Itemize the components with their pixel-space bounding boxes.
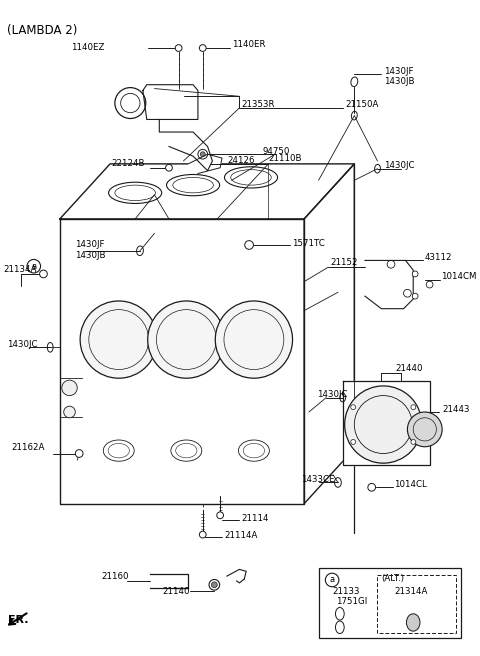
Text: 21440: 21440 xyxy=(396,364,423,373)
Circle shape xyxy=(368,483,375,491)
Bar xyxy=(319,568,461,638)
Circle shape xyxy=(345,386,422,463)
Circle shape xyxy=(245,241,253,249)
Text: 1751GI: 1751GI xyxy=(336,597,367,605)
Text: 21314A: 21314A xyxy=(394,587,427,596)
Text: 24126: 24126 xyxy=(228,157,255,165)
Text: 21162A: 21162A xyxy=(12,443,45,452)
Polygon shape xyxy=(188,154,222,174)
Circle shape xyxy=(408,412,442,447)
Text: 94750: 94750 xyxy=(263,147,290,156)
Polygon shape xyxy=(343,381,430,465)
Text: 21160: 21160 xyxy=(101,571,129,581)
Circle shape xyxy=(39,270,48,277)
Text: FR.: FR. xyxy=(8,615,28,625)
Text: 1433CE: 1433CE xyxy=(301,475,335,484)
Bar xyxy=(376,575,456,633)
Circle shape xyxy=(198,150,207,159)
Ellipse shape xyxy=(407,614,420,631)
Text: 1430JC: 1430JC xyxy=(7,340,37,349)
Text: 1140EZ: 1140EZ xyxy=(71,43,104,52)
Circle shape xyxy=(209,579,220,590)
Circle shape xyxy=(27,260,40,273)
Text: a: a xyxy=(31,262,36,271)
Text: 21134A: 21134A xyxy=(3,264,36,274)
Text: 1430JF: 1430JF xyxy=(384,67,414,75)
Circle shape xyxy=(64,406,75,418)
Circle shape xyxy=(80,301,157,379)
Circle shape xyxy=(325,573,339,586)
Circle shape xyxy=(211,582,217,588)
Circle shape xyxy=(411,405,416,409)
Circle shape xyxy=(175,45,182,51)
Circle shape xyxy=(351,405,356,409)
Text: 1430JC: 1430JC xyxy=(384,161,415,171)
Text: 1430JC: 1430JC xyxy=(317,390,347,399)
Circle shape xyxy=(166,165,172,171)
Text: 1430JF: 1430JF xyxy=(75,241,105,249)
Text: 43112: 43112 xyxy=(425,253,452,262)
Text: 1014CM: 1014CM xyxy=(441,272,477,281)
Text: 1140ER: 1140ER xyxy=(232,39,265,49)
Circle shape xyxy=(148,301,225,379)
Circle shape xyxy=(199,45,206,51)
Text: 21152: 21152 xyxy=(330,258,358,267)
Polygon shape xyxy=(365,260,413,309)
Circle shape xyxy=(200,152,205,157)
Text: 1571TC: 1571TC xyxy=(291,239,324,247)
Polygon shape xyxy=(159,119,212,171)
Text: (ALT.): (ALT.) xyxy=(381,573,404,583)
Ellipse shape xyxy=(115,88,146,119)
Text: a: a xyxy=(330,575,335,584)
Circle shape xyxy=(62,380,77,396)
Text: 22124B: 22124B xyxy=(111,159,144,169)
Circle shape xyxy=(216,301,292,379)
Text: (LAMBDA 2): (LAMBDA 2) xyxy=(7,24,77,37)
Text: 21114: 21114 xyxy=(241,514,269,523)
Text: 21150A: 21150A xyxy=(346,100,379,110)
Text: 21140: 21140 xyxy=(162,587,190,596)
Text: 21353R: 21353R xyxy=(241,100,275,108)
Circle shape xyxy=(75,449,83,457)
Text: 1430JB: 1430JB xyxy=(75,251,106,260)
Text: 1014CL: 1014CL xyxy=(394,480,427,489)
Text: 21443: 21443 xyxy=(442,405,469,413)
Circle shape xyxy=(199,531,206,538)
Circle shape xyxy=(412,271,418,277)
Text: 21133: 21133 xyxy=(332,587,360,596)
Circle shape xyxy=(411,440,416,444)
Polygon shape xyxy=(143,85,198,119)
Circle shape xyxy=(426,281,433,288)
Text: 21110B: 21110B xyxy=(268,154,302,163)
Text: 21114A: 21114A xyxy=(224,531,257,540)
Circle shape xyxy=(412,293,418,299)
Circle shape xyxy=(217,512,224,519)
Text: 1430JB: 1430JB xyxy=(384,77,415,87)
Circle shape xyxy=(351,440,356,444)
